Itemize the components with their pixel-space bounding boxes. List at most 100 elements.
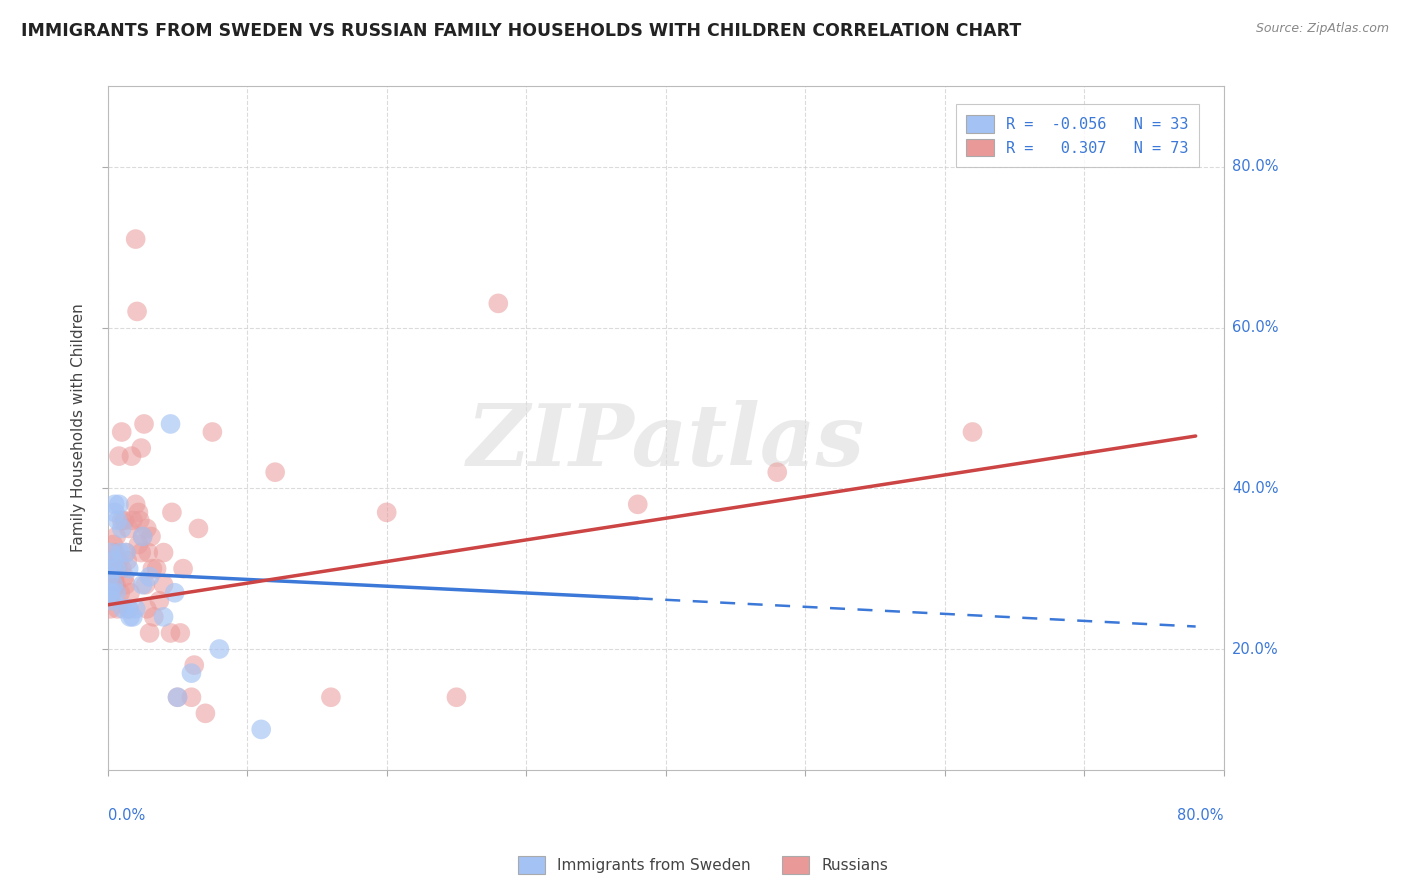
Point xyxy=(152,578,174,592)
Point xyxy=(138,570,160,584)
Point xyxy=(127,505,149,519)
Point xyxy=(111,521,134,535)
Legend: R =  -0.056   N = 33, R =   0.307   N = 73: R = -0.056 N = 33, R = 0.307 N = 73 xyxy=(956,104,1199,167)
Point xyxy=(117,553,139,567)
Point xyxy=(128,513,150,527)
Point xyxy=(107,513,129,527)
Point xyxy=(107,561,129,575)
Point xyxy=(98,561,121,575)
Point xyxy=(98,570,121,584)
Point xyxy=(118,602,141,616)
Text: 20.0%: 20.0% xyxy=(1232,641,1278,657)
Point xyxy=(107,602,129,616)
Text: 0.0%: 0.0% xyxy=(108,808,145,823)
Point xyxy=(115,545,138,559)
Point xyxy=(105,586,128,600)
Point xyxy=(264,465,287,479)
Point xyxy=(627,497,650,511)
Point xyxy=(103,578,125,592)
Text: 80.0%: 80.0% xyxy=(1232,160,1278,174)
Point xyxy=(104,545,127,559)
Point xyxy=(486,296,509,310)
Point xyxy=(111,513,134,527)
Point xyxy=(124,232,146,246)
Point xyxy=(131,578,153,592)
Point xyxy=(108,497,131,511)
Point xyxy=(105,529,128,543)
Point xyxy=(138,626,160,640)
Point xyxy=(104,505,127,519)
Point xyxy=(124,602,146,616)
Point xyxy=(115,545,138,559)
Text: ZIPatlas: ZIPatlas xyxy=(467,400,865,483)
Point xyxy=(103,537,125,551)
Point xyxy=(100,602,122,616)
Point xyxy=(194,706,217,721)
Point xyxy=(208,642,231,657)
Point xyxy=(110,545,132,559)
Point xyxy=(169,626,191,640)
Point xyxy=(962,425,984,439)
Point xyxy=(100,586,122,600)
Legend: Immigrants from Sweden, Russians: Immigrants from Sweden, Russians xyxy=(512,850,894,880)
Point xyxy=(172,561,194,575)
Point xyxy=(163,586,186,600)
Point xyxy=(105,578,128,592)
Point xyxy=(103,578,125,592)
Point xyxy=(111,425,134,439)
Point xyxy=(125,304,148,318)
Point xyxy=(766,465,789,479)
Point xyxy=(112,602,135,616)
Point xyxy=(135,521,157,535)
Point xyxy=(103,553,125,567)
Point xyxy=(108,553,131,567)
Point xyxy=(118,602,141,616)
Point xyxy=(129,441,152,455)
Point xyxy=(114,570,136,584)
Text: 80.0%: 80.0% xyxy=(1177,808,1223,823)
Point xyxy=(180,666,202,681)
Point xyxy=(118,561,141,575)
Point xyxy=(131,529,153,543)
Point xyxy=(166,690,188,705)
Point xyxy=(122,610,145,624)
Point xyxy=(98,578,121,592)
Point xyxy=(319,690,342,705)
Point xyxy=(160,505,183,519)
Point xyxy=(101,594,124,608)
Point xyxy=(103,561,125,575)
Point xyxy=(141,561,163,575)
Point xyxy=(148,594,170,608)
Point xyxy=(134,578,156,592)
Point xyxy=(120,610,142,624)
Point xyxy=(201,425,224,439)
Point xyxy=(139,529,162,543)
Point xyxy=(183,658,205,673)
Point xyxy=(136,545,159,559)
Point xyxy=(145,561,167,575)
Point xyxy=(159,626,181,640)
Point xyxy=(250,723,273,737)
Point xyxy=(135,602,157,616)
Point xyxy=(159,417,181,431)
Point xyxy=(98,586,121,600)
Point xyxy=(101,553,124,567)
Point xyxy=(375,505,398,519)
Point xyxy=(180,690,202,705)
Point xyxy=(118,521,141,535)
Point xyxy=(187,521,209,535)
Point xyxy=(100,586,122,600)
Point xyxy=(105,561,128,575)
Point xyxy=(110,586,132,600)
Text: 60.0%: 60.0% xyxy=(1232,320,1278,335)
Point xyxy=(100,545,122,559)
Point xyxy=(120,586,142,600)
Point xyxy=(104,497,127,511)
Point xyxy=(152,545,174,559)
Point xyxy=(111,561,134,575)
Point xyxy=(101,561,124,575)
Point xyxy=(152,610,174,624)
Point xyxy=(104,570,127,584)
Y-axis label: Family Households with Children: Family Households with Children xyxy=(72,303,86,552)
Point xyxy=(115,578,138,592)
